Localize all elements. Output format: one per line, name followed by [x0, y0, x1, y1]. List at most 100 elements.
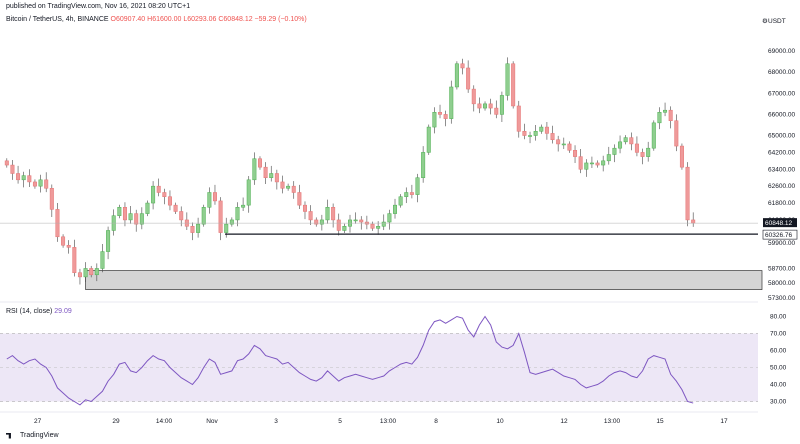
rsi-tick-label: 50.00 [770, 365, 787, 372]
support-price-tag-text: 60326.76 [765, 232, 792, 239]
candle [443, 114, 448, 119]
candle [426, 126, 431, 153]
candle [640, 152, 645, 157]
candle [291, 185, 296, 193]
candle [381, 221, 386, 227]
candle [145, 202, 150, 214]
tradingview-logo-icon [6, 432, 11, 439]
candle [302, 204, 307, 212]
candle [438, 112, 443, 115]
candle [685, 166, 690, 221]
price-tick-label: 62600.00 [768, 183, 795, 190]
candle [483, 103, 488, 109]
candle [308, 211, 313, 221]
time-tick-label: Nov [206, 418, 218, 425]
candle [432, 112, 437, 128]
candle [556, 139, 561, 145]
candle [629, 137, 634, 145]
rsi-line[interactable] [6, 315, 694, 406]
rsi-tick-label: 40.00 [770, 382, 787, 389]
candle [314, 219, 319, 225]
candle [100, 251, 105, 269]
candle [393, 204, 398, 214]
last-price-tag [763, 218, 797, 228]
candle [156, 185, 161, 193]
candle [83, 268, 88, 278]
candle [516, 105, 521, 132]
price-tick-label: 66000.00 [768, 111, 795, 118]
candle [634, 143, 639, 153]
candle [196, 223, 201, 233]
candle [657, 112, 662, 124]
candle [16, 173, 21, 181]
candle [601, 160, 606, 166]
rsi-legend[interactable]: RSI (14, close) 29.09 [6, 308, 72, 315]
candle [235, 207, 240, 221]
candle [139, 213, 144, 225]
price-tick-label: 65000.00 [768, 133, 795, 140]
candle [606, 154, 611, 162]
price-tick-label: 63400.00 [768, 166, 795, 173]
candle [471, 88, 476, 105]
candle [499, 95, 504, 115]
candle [89, 268, 94, 276]
time-tick-label: 14:00 [156, 418, 173, 425]
candle [336, 219, 341, 231]
candle [342, 226, 347, 231]
candle [167, 196, 172, 206]
candle [477, 103, 482, 109]
candle [280, 181, 285, 189]
price-tick-label: 67000.00 [768, 90, 795, 97]
price-tick-label: 69000.00 [768, 48, 795, 55]
candle [511, 63, 516, 107]
candle [274, 173, 279, 183]
candle [122, 207, 127, 221]
brand-name: TradingView [20, 432, 59, 439]
candle [201, 207, 206, 225]
time-tick-label: 13:00 [380, 418, 397, 425]
candle [353, 219, 358, 222]
candle [539, 126, 544, 132]
candle [173, 204, 178, 212]
candle [325, 207, 330, 221]
candle [32, 181, 37, 187]
candle [21, 175, 26, 181]
candle [117, 207, 122, 216]
candle [387, 213, 392, 223]
candle [421, 152, 426, 178]
candle [460, 63, 465, 69]
candle [212, 192, 217, 202]
currency-label: USDT [768, 18, 786, 25]
candle [651, 122, 656, 149]
candle [241, 204, 246, 208]
candle [331, 207, 336, 221]
candle [246, 179, 251, 206]
candle [66, 244, 71, 248]
time-tick-label: 17 [720, 418, 728, 425]
time-tick-label: 10 [496, 418, 504, 425]
candle [4, 160, 9, 166]
candle [612, 147, 617, 155]
candle [623, 137, 628, 143]
symbol-name[interactable]: Bitcoin / TetherUS, 4h, BINANCE [6, 16, 109, 23]
candle [44, 179, 49, 189]
rsi-tick-label: 70.00 [770, 331, 787, 338]
candle [404, 192, 409, 197]
gear-icon[interactable]: ⚙ [762, 17, 768, 25]
candle [190, 226, 195, 233]
candle [263, 166, 268, 178]
support-price-tag [762, 229, 798, 240]
candle [38, 179, 43, 187]
price-tick-label: 59900.00 [768, 240, 795, 247]
candle [561, 143, 566, 146]
candle [10, 164, 15, 174]
candle [218, 200, 223, 233]
time-tick-label: 8 [434, 418, 438, 425]
candle [663, 109, 668, 113]
rsi-tick-label: 80.00 [770, 314, 787, 321]
candle [488, 103, 493, 109]
candle [505, 63, 510, 96]
candle [257, 158, 262, 168]
candle [162, 192, 167, 197]
